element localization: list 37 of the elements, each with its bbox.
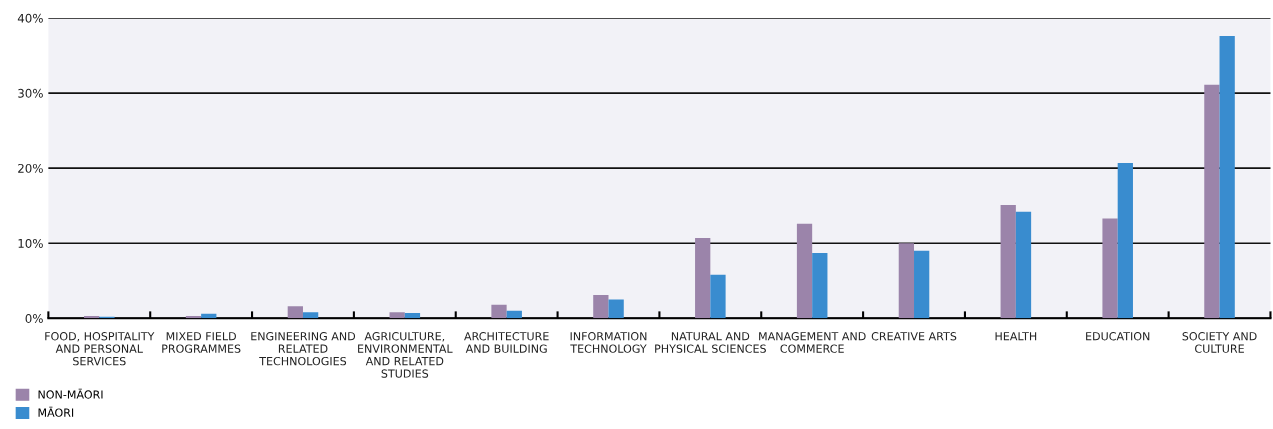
bar xyxy=(914,250,930,319)
bar xyxy=(1015,211,1032,319)
x-tick-label: HEALTH xyxy=(995,332,1037,341)
x-tick-label: SOCIETY AND CULTURE xyxy=(1182,332,1257,353)
bar xyxy=(710,274,726,319)
y-tick-label: 40% xyxy=(17,13,43,23)
x-tick-label: ENGINEERING AND RELATED TECHNOLOGIES xyxy=(251,332,356,366)
bar xyxy=(302,312,319,319)
x-tick-label: INFORMATION TECHNOLOGY xyxy=(570,332,647,353)
bar xyxy=(1000,204,1016,319)
bar xyxy=(695,237,711,319)
bar xyxy=(898,243,915,319)
bar xyxy=(1204,84,1220,319)
x-tick-label: ARCHITECTURE AND BUILDING xyxy=(464,332,549,353)
bar xyxy=(812,253,828,319)
y-tick-label: 10% xyxy=(18,238,43,248)
x-tick-label: FOOD, HOSPITALITY AND PERSONAL SERVICES xyxy=(45,332,155,366)
x-tick-label: CREATIVE ARTS xyxy=(871,332,957,341)
bar xyxy=(404,313,421,319)
y-tick-label: 20% xyxy=(18,163,43,173)
bar xyxy=(1117,162,1133,319)
bar xyxy=(506,310,522,319)
bar xyxy=(491,304,507,319)
bar xyxy=(593,295,609,319)
y-tick-label: 0% xyxy=(25,314,43,323)
x-tick-label: EDUCATION xyxy=(1086,332,1150,341)
legend-label: NON-MĀORI xyxy=(38,388,103,399)
bar xyxy=(1219,36,1235,319)
bar xyxy=(608,299,624,319)
bar xyxy=(1102,218,1118,319)
y-tick-label: 30% xyxy=(18,88,43,98)
bar xyxy=(287,306,303,319)
bar xyxy=(389,312,405,319)
x-tick-label: MIXED FIELD PROGRAMMES xyxy=(162,332,241,353)
legend-label: MĀORI xyxy=(38,406,74,417)
bar xyxy=(796,223,813,319)
x-tick-label: AGRICULTURE, ENVIRONMENTAL AND RELATED STUDIES xyxy=(358,332,453,378)
